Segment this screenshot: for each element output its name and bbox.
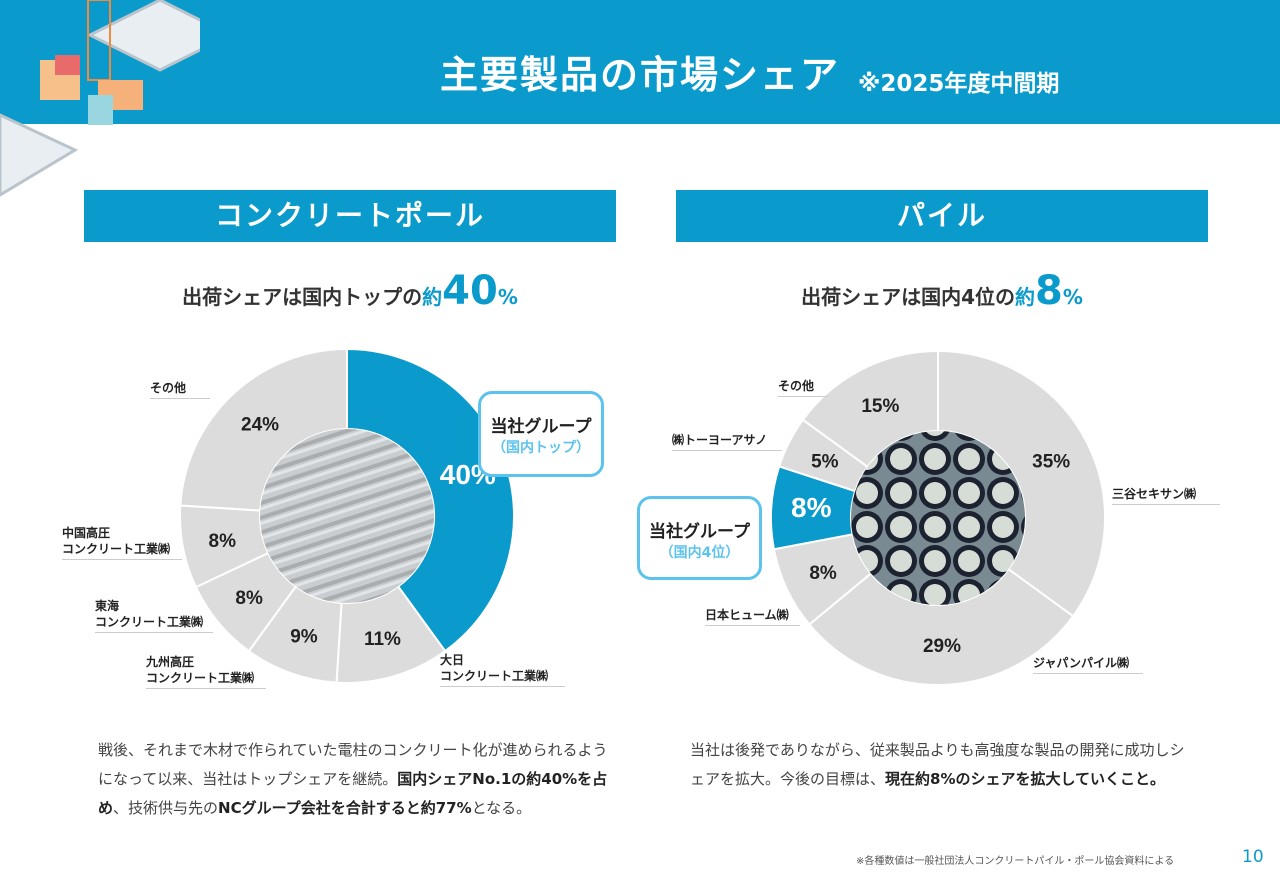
concrete-pole-photo — [260, 429, 434, 603]
segment-value-label: 8% — [235, 588, 263, 609]
page-title: 主要製品の市場シェア — [440, 53, 841, 97]
header-band — [0, 0, 1280, 124]
section-header-pole: コンクリートポール — [84, 190, 616, 242]
segment-value-label: 9% — [290, 626, 318, 647]
label-chugoku: 中国高圧 コンクリート工業㈱ — [62, 525, 182, 560]
logistics-illustration-icon — [0, 0, 200, 197]
concrete-pile-photo — [851, 431, 1025, 605]
label-mitani: 三谷セキサン㈱ — [1112, 486, 1220, 505]
label-other-pile: その他 — [778, 378, 828, 397]
segment-value-label: 35% — [1032, 451, 1070, 472]
segment-value-label: 24% — [241, 414, 279, 435]
segment-value-label: 15% — [861, 396, 899, 417]
source-note: ※各種数値は一般社団法人コンクリートパイル・ポール協会資料による — [856, 856, 1175, 867]
segment-value-label: 8% — [791, 492, 832, 523]
description-pole: 戦後、それまで木材で作られていた電柱のコンクリート化が進められるようになって以来… — [98, 741, 608, 817]
lead-pile: 出荷シェアは国内4位の約8% — [801, 268, 1083, 314]
description-pile: 当社は後発でありながら、従来製品よりも高強度な製品の開発に成功しシェアを拡大。今… — [690, 741, 1185, 788]
label-toyo-asano: ㈱トーヨーアサノ — [672, 432, 782, 451]
section-header-pile: パイル — [676, 190, 1208, 242]
label-tokai: 東海 コンクリート工業㈱ — [95, 598, 213, 633]
label-nippon-hume: 日本ヒューム㈱ — [705, 607, 800, 626]
label-dainichi: 大日 コンクリート工業㈱ — [440, 652, 565, 687]
page-number: 10 — [1242, 847, 1264, 867]
label-other: その他 — [150, 380, 210, 399]
callout-pole-company: 当社グループ （国内トップ） — [478, 391, 604, 477]
segment-value-label: 5% — [811, 451, 839, 472]
segment-value-label: 8% — [809, 563, 837, 584]
label-japan-pile: ジャパンパイル㈱ — [1033, 655, 1143, 674]
segment-value-label: 11% — [364, 629, 401, 650]
callout-pile-company: 当社グループ （国内4位） — [637, 496, 762, 580]
page-subtitle: ※2025年度中間期 — [858, 71, 1060, 97]
segment-value-label: 8% — [209, 531, 237, 552]
label-kyushu: 九州高圧 コンクリート工業㈱ — [146, 654, 266, 689]
segment-value-label: 29% — [923, 636, 961, 657]
lead-pole: 出荷シェアは国内トップの約40% — [182, 268, 518, 314]
